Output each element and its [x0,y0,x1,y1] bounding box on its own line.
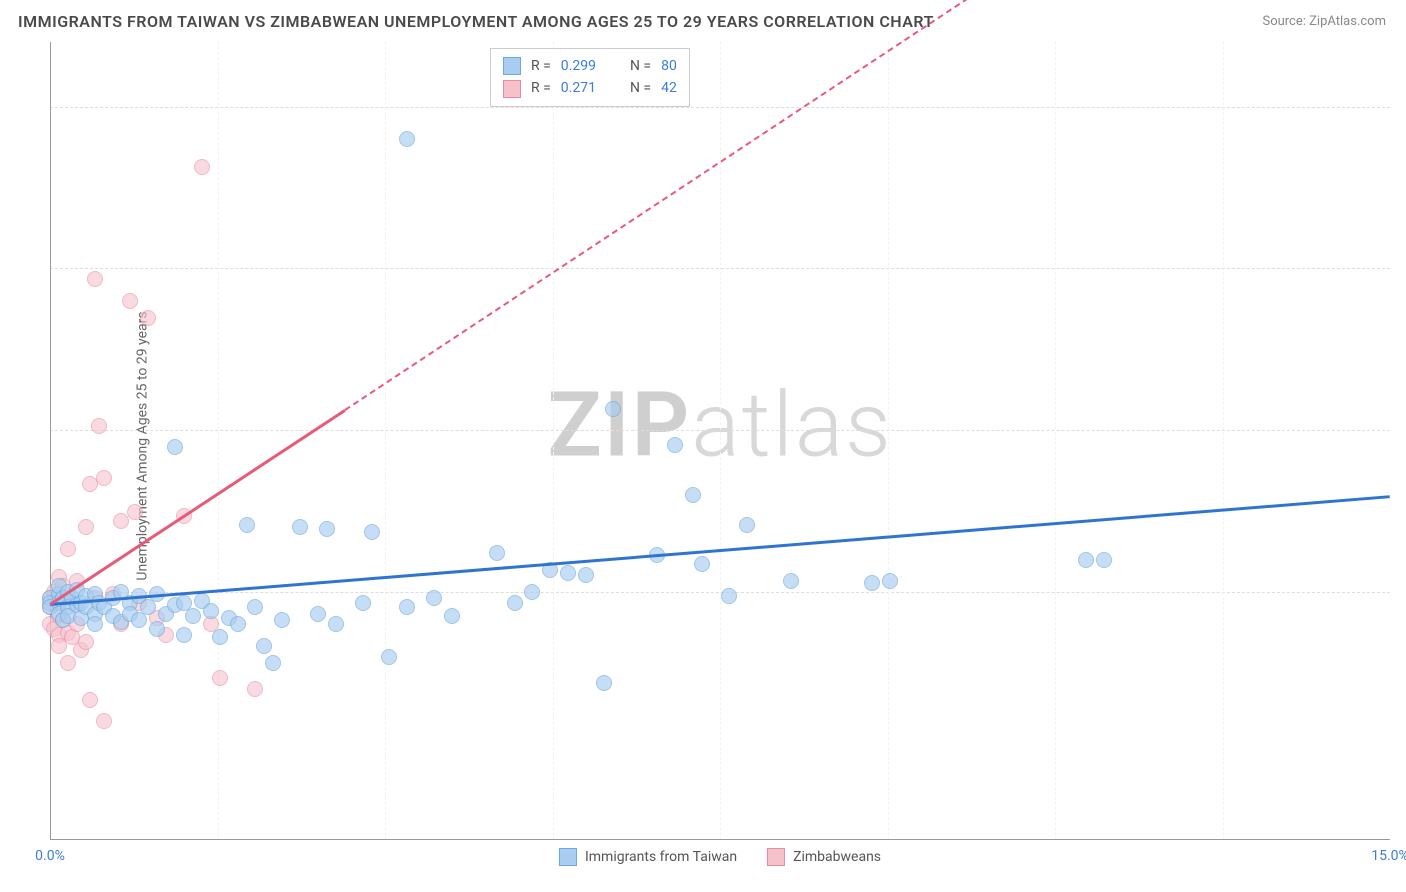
scatter-point-taiwan [185,608,201,624]
legend-n-label: N = [630,77,651,99]
scatter-point-zimbabwe [60,541,76,557]
scatter-point-taiwan [239,517,255,533]
trend-line-extrapolated [344,0,1194,410]
scatter-point-taiwan [399,131,415,147]
scatter-point-taiwan [444,608,460,624]
scatter-point-taiwan [578,567,594,583]
scatter-point-zimbabwe [87,271,103,287]
scatter-point-zimbabwe [212,670,228,686]
legend-series-item: Immigrants from Taiwan [559,848,737,866]
scatter-point-taiwan [274,612,290,628]
gridline-vertical [888,42,889,840]
legend-r-label: R = [531,77,551,99]
series-legend: Immigrants from Taiwan Zimbabweans [559,848,881,866]
scatter-point-taiwan [489,545,505,561]
scatter-point-taiwan [176,627,192,643]
scatter-point-taiwan [426,590,442,606]
chart-plot-area: ZIPatlas 7.5%15.0%22.5%30.0%0.0%15.0% R … [50,42,1390,840]
scatter-point-taiwan [230,616,246,632]
scatter-point-taiwan [399,599,415,615]
scatter-point-zimbabwe [91,418,107,434]
scatter-point-taiwan [864,575,880,591]
scatter-point-taiwan [667,437,683,453]
scatter-point-zimbabwe [140,310,156,326]
scatter-point-taiwan [355,595,371,611]
legend-series-label: Immigrants from Taiwan [585,849,737,865]
legend-series-item: Zimbabweans [767,848,881,866]
correlation-legend: R = 0.299 N = 80 R = 0.271 N = 42 [490,48,690,107]
scatter-point-zimbabwe [96,470,112,486]
scatter-point-taiwan [87,616,103,632]
scatter-point-taiwan [596,675,612,691]
gridline-vertical [385,42,386,840]
y-axis-line [50,42,51,840]
legend-stat-row: R = 0.271 N = 42 [503,77,677,99]
scatter-point-taiwan [721,588,737,604]
gridline-vertical [1223,42,1224,840]
scatter-point-taiwan [1078,552,1094,568]
legend-r-value: 0.299 [561,55,596,77]
scatter-point-taiwan [739,517,755,533]
legend-stat-row: R = 0.299 N = 80 [503,55,677,77]
scatter-point-taiwan [605,401,621,417]
scatter-point-taiwan [560,565,576,581]
legend-r-value: 0.271 [561,77,596,99]
scatter-point-taiwan [203,603,219,619]
scatter-point-taiwan [167,439,183,455]
scatter-point-taiwan [507,595,523,611]
gridline-vertical [1055,42,1056,840]
gridline-vertical [553,42,554,840]
scatter-point-taiwan [783,573,799,589]
scatter-point-taiwan [685,487,701,503]
x-tick-label: 0.0% [35,848,65,864]
chart-title: IMMIGRANTS FROM TAIWAN VS ZIMBABWEAN UNE… [18,12,934,31]
gridline-vertical [218,42,219,840]
legend-swatch [503,80,521,98]
legend-swatch [767,848,785,866]
scatter-point-zimbabwe [247,681,263,697]
scatter-point-taiwan [310,606,326,622]
scatter-point-taiwan [694,556,710,572]
scatter-point-zimbabwe [127,504,143,520]
scatter-point-zimbabwe [194,159,210,175]
scatter-point-zimbabwe [60,655,76,671]
scatter-point-taiwan [364,524,380,540]
scatter-point-taiwan [247,599,263,615]
scatter-point-taiwan [1096,552,1112,568]
source-attribution: Source: ZipAtlas.com [1262,14,1386,29]
scatter-point-taiwan [319,521,335,537]
scatter-point-zimbabwe [78,519,94,535]
scatter-point-zimbabwe [96,713,112,729]
x-tick-label: 15.0% [1371,848,1406,864]
legend-swatch [559,848,577,866]
scatter-point-zimbabwe [82,692,98,708]
legend-r-label: R = [531,55,551,77]
scatter-point-taiwan [292,519,308,535]
legend-n-value: 80 [661,55,677,77]
legend-swatch [503,57,521,75]
scatter-point-taiwan [265,655,281,671]
x-axis-line [50,839,1390,840]
scatter-point-taiwan [256,638,272,654]
legend-n-value: 42 [661,77,677,99]
scatter-point-zimbabwe [122,293,138,309]
trend-line [49,409,345,605]
scatter-point-taiwan [212,629,228,645]
scatter-point-taiwan [328,616,344,632]
scatter-point-taiwan [381,649,397,665]
legend-n-label: N = [630,55,651,77]
scatter-point-taiwan [882,573,898,589]
scatter-point-zimbabwe [78,634,94,650]
scatter-point-taiwan [149,621,165,637]
scatter-point-taiwan [524,584,540,600]
legend-series-label: Zimbabweans [793,849,881,865]
